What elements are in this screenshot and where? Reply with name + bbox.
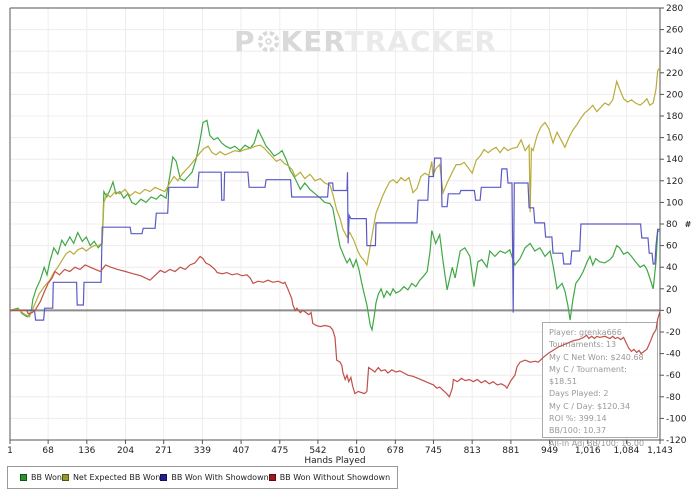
info-line: My C / Day: $120.34	[549, 401, 631, 411]
watermark-tracker-text: TRACKER	[344, 25, 497, 58]
legend-swatch-icon	[20, 474, 27, 481]
info-line: Days Played: 2	[549, 389, 609, 399]
svg-text:160: 160	[666, 134, 683, 144]
player-stats-tooltip: Player: grenka666 Tournaments: 13 My C Net…	[542, 322, 658, 448]
legend-item-net-expected-bb-won: Net Expected BB Won	[61, 473, 161, 482]
svg-text:136: 136	[78, 446, 95, 456]
svg-text:678: 678	[387, 446, 404, 456]
svg-text:0: 0	[666, 306, 672, 316]
svg-text:60: 60	[666, 242, 678, 252]
legend: BB Won Net Expected BB Won BB Won With Sho…	[7, 466, 398, 489]
legend-swatch-icon	[160, 474, 168, 481]
svg-text:949: 949	[541, 446, 558, 456]
svg-text:-40: -40	[666, 350, 681, 360]
svg-text:-20: -20	[666, 328, 681, 338]
watermark-poker-text: P KER	[234, 25, 345, 58]
svg-text:120: 120	[666, 177, 683, 187]
info-line: My C Net Won: $240.68	[549, 352, 644, 362]
info-line: Player: grenka666	[549, 328, 622, 337]
svg-text:407: 407	[232, 446, 249, 456]
legend-label: BB Won With Showdown	[171, 473, 269, 482]
legend-swatch-icon	[61, 474, 69, 481]
svg-text:745: 745	[425, 446, 442, 456]
svg-text:-100: -100	[666, 414, 687, 424]
svg-text:204: 204	[117, 446, 134, 456]
svg-text:1,016: 1,016	[575, 446, 601, 456]
svg-text:-80: -80	[666, 393, 681, 403]
svg-text:271: 271	[155, 446, 172, 456]
svg-text:80: 80	[666, 220, 678, 230]
svg-text:140: 140	[666, 155, 683, 165]
poker-chip-icon	[257, 30, 279, 53]
legend-label: BB Won	[31, 473, 62, 482]
legend-label: Net Expected BB Won	[72, 473, 161, 482]
y-axis-title: #	[685, 220, 692, 229]
svg-text:240: 240	[666, 47, 683, 57]
svg-text:339: 339	[194, 446, 211, 456]
svg-text:220: 220	[666, 69, 683, 79]
info-line: My C / Tournament: $18.51	[549, 364, 627, 387]
pokertracker-watermark: P KERTRACKER	[234, 25, 497, 58]
x-axis-title: Hands Played	[304, 456, 365, 466]
svg-text:1: 1	[7, 446, 13, 456]
svg-text:1,084: 1,084	[614, 446, 640, 456]
svg-text:881: 881	[502, 446, 519, 456]
svg-text:20: 20	[666, 285, 678, 295]
svg-text:180: 180	[666, 112, 683, 122]
svg-text:260: 260	[666, 26, 683, 36]
svg-text:-120: -120	[666, 436, 687, 446]
svg-text:40: 40	[666, 263, 678, 273]
svg-text:-60: -60	[666, 371, 681, 381]
svg-text:542: 542	[309, 446, 326, 456]
info-line: ROI %: 399.14	[549, 414, 607, 424]
legend-item-bb-won-without-showdown: BB Won Without Showdown	[268, 473, 391, 482]
svg-text:280: 280	[666, 4, 683, 14]
svg-text:475: 475	[271, 446, 288, 456]
legend-item-bb-won-with-showdown: BB Won With Showdown	[160, 473, 269, 482]
info-line: BB/100: 10.37	[549, 426, 607, 436]
svg-text:610: 610	[348, 446, 365, 456]
svg-text:1,143: 1,143	[647, 446, 673, 456]
legend-swatch-icon	[268, 474, 276, 481]
svg-text:100: 100	[666, 198, 683, 208]
svg-text:813: 813	[464, 446, 481, 456]
legend-label: BB Won Without Showdown	[279, 473, 391, 482]
info-line: All-In Adj BB/100: 16.00	[549, 438, 645, 448]
svg-text:200: 200	[666, 90, 683, 100]
info-line: Tournaments: 13	[549, 340, 617, 350]
svg-text:68: 68	[42, 446, 54, 456]
legend-item-bb-won: BB Won	[20, 473, 62, 482]
